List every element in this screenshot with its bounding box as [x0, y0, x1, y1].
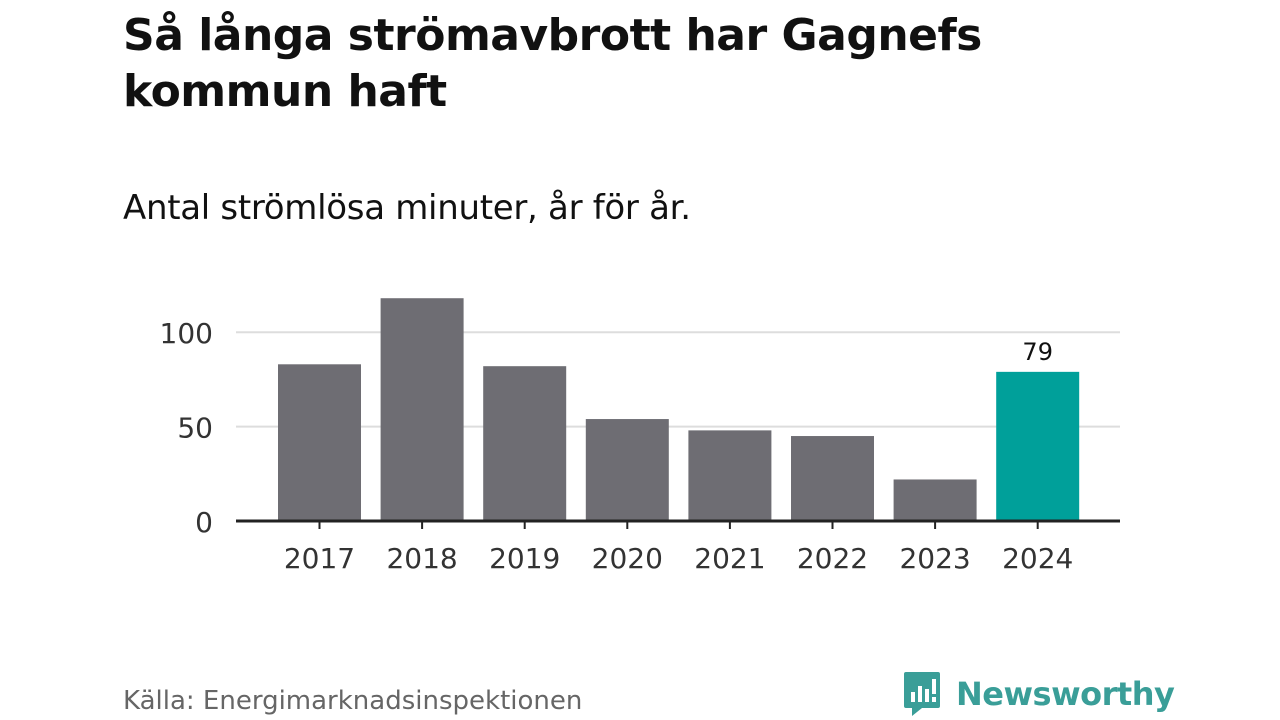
y-tick-label: 50 — [177, 412, 213, 445]
y-tick-label: 100 — [160, 317, 213, 350]
x-tick-label: 2018 — [386, 542, 457, 575]
bar — [278, 364, 361, 521]
bar — [585, 419, 669, 521]
brand-logo: Newsworthy — [902, 670, 1175, 718]
x-tick-label: 2020 — [592, 542, 663, 575]
x-tick-label: 2021 — [694, 542, 765, 575]
chart-subtitle: Antal strömlösa minuter, år för år. — [123, 188, 691, 228]
bar — [893, 479, 977, 521]
bar — [791, 436, 874, 521]
bar — [996, 371, 1080, 521]
bar — [483, 366, 567, 521]
brand-name: Newsworthy — [956, 675, 1175, 713]
x-tick-label: 2023 — [899, 542, 970, 575]
x-tick-label: 2022 — [797, 542, 868, 575]
data-label: 79 — [1022, 338, 1053, 366]
bar — [688, 430, 772, 521]
x-tick-label: 2019 — [489, 542, 560, 575]
y-tick-label: 0 — [195, 506, 213, 539]
source-note: Källa: Energimarknadsinspektionen — [123, 686, 583, 716]
bar — [380, 298, 464, 521]
chart-title: Så långa strömavbrott har Gagnefs kommun… — [123, 10, 982, 117]
x-tick-label: 2024 — [1002, 542, 1073, 575]
x-tick-label: 2017 — [284, 542, 355, 575]
newsworthy-logo-icon — [904, 672, 940, 716]
